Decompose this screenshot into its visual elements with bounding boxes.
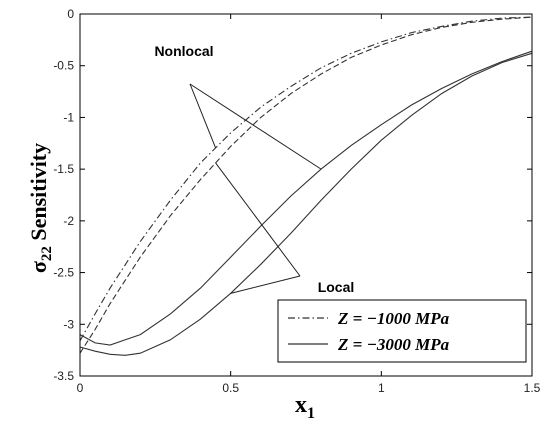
annotation-nonlocal: Nonlocal <box>154 43 213 59</box>
legend-box <box>277 299 527 363</box>
annotation-local: Local <box>318 279 355 295</box>
plot-frame <box>79 13 533 377</box>
annotation-leader-nonlocal <box>189 83 217 149</box>
x-tick-label: 1 <box>378 381 385 395</box>
x-tick-label: 1.5 <box>524 381 541 395</box>
axis-ticks: 0 0.5 1 1.5 0 -0.5 -1 -1.5 -2 -2.5 -3 -3.5 <box>53 7 540 395</box>
series-line-local-z1000 <box>79 16 533 354</box>
y-tick-label: -1.5 <box>53 162 74 176</box>
y-tick-label: -0.5 <box>53 59 74 73</box>
y-axis-title-symbol: σ <box>26 261 51 273</box>
y-tick-label: -3.5 <box>53 369 74 383</box>
series-line-nonlocal-z3000 <box>79 50 533 346</box>
y-axis-title-rest: Sensitivity <box>26 143 51 246</box>
series-line-local-z3000 <box>79 52 533 356</box>
legend-label: Z = −1000 MPa <box>337 309 450 328</box>
x-axis-title-subscript: 1 <box>307 405 315 422</box>
legend: Z = −1000 MPa Z = −3000 MPa <box>277 299 527 363</box>
x-tick-label: 0.5 <box>222 381 239 395</box>
annotations: Nonlocal Local <box>154 43 354 295</box>
y-tick-label: -3 <box>63 317 74 331</box>
series-group <box>79 16 533 356</box>
x-axis-title-symbol: x <box>295 392 307 418</box>
y-axis-title: σ22 Sensitivity <box>26 143 55 273</box>
annotation-leader-nonlocal <box>189 83 322 170</box>
svg-text:σ22 Sensitivity: σ22 Sensitivity <box>26 143 55 273</box>
x-axis-title: x1 <box>295 392 315 422</box>
annotation-leader-local <box>215 162 301 277</box>
y-axis-title-subscript: 22 <box>39 246 55 261</box>
y-tick-label: -2 <box>63 214 74 228</box>
series-line-nonlocal-z1000 <box>79 16 533 342</box>
x-tick-label: 0 <box>77 381 84 395</box>
legend-label: Z = −3000 MPa <box>337 335 450 354</box>
y-tick-label: -2.5 <box>53 266 74 280</box>
annotation-leader-local <box>230 275 301 294</box>
y-tick-label: 0 <box>67 7 74 21</box>
y-tick-label: -1 <box>63 110 74 124</box>
